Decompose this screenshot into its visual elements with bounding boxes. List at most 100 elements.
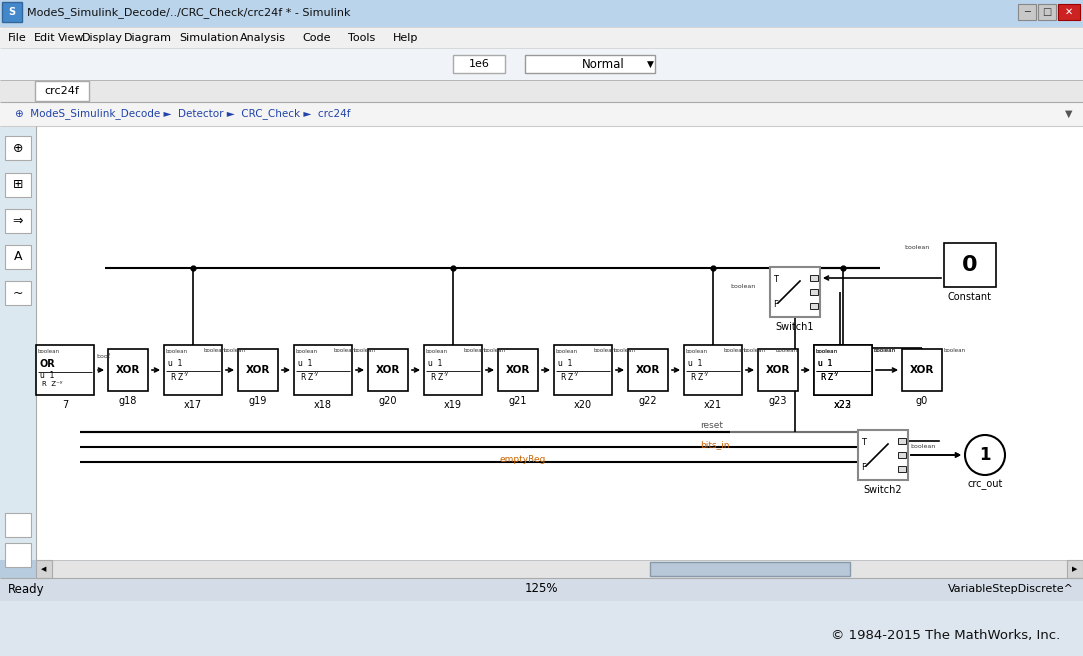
Bar bbox=[0, 0, 1083, 27]
Text: emptyReg: emptyReg bbox=[500, 455, 547, 464]
Text: ~: ~ bbox=[13, 287, 23, 300]
Bar bbox=[810, 303, 818, 309]
Bar bbox=[453, 55, 505, 73]
Text: u  1: u 1 bbox=[558, 359, 573, 369]
Text: Tools: Tools bbox=[348, 33, 375, 43]
Text: Z: Z bbox=[699, 373, 703, 382]
Text: g21: g21 bbox=[509, 396, 527, 406]
Text: boolean: boolean bbox=[38, 349, 61, 354]
Text: XOR: XOR bbox=[116, 365, 140, 375]
Text: Z: Z bbox=[178, 373, 183, 382]
Text: R: R bbox=[560, 373, 565, 382]
Bar bbox=[5, 209, 31, 233]
Text: -y: -y bbox=[574, 371, 579, 377]
Text: R  Z⁻ʸ: R Z⁻ʸ bbox=[42, 381, 63, 387]
Text: boolean: boolean bbox=[874, 348, 896, 353]
Text: ▶: ▶ bbox=[1072, 566, 1078, 572]
Bar bbox=[814, 345, 872, 395]
Text: T: T bbox=[861, 438, 866, 447]
Bar bbox=[898, 438, 906, 444]
Bar bbox=[36, 560, 1083, 578]
Bar bbox=[35, 81, 89, 101]
Text: F: F bbox=[773, 300, 778, 309]
Text: Simulation: Simulation bbox=[179, 33, 238, 43]
Text: x22: x22 bbox=[834, 400, 852, 410]
Text: x20: x20 bbox=[574, 400, 592, 410]
Text: boolean: boolean bbox=[426, 349, 448, 354]
Text: R: R bbox=[430, 373, 435, 382]
Text: boolean: boolean bbox=[464, 348, 485, 353]
Text: bits_in: bits_in bbox=[700, 440, 730, 449]
Text: 1: 1 bbox=[979, 446, 991, 464]
Text: □: □ bbox=[1042, 7, 1052, 17]
Text: T: T bbox=[773, 275, 778, 284]
Text: Diagram: Diagram bbox=[123, 33, 172, 43]
Text: booℓ: booℓ bbox=[96, 354, 110, 359]
Bar bbox=[293, 345, 352, 395]
Text: Switch1: Switch1 bbox=[775, 322, 814, 332]
Text: R: R bbox=[170, 373, 175, 382]
Bar bbox=[238, 349, 278, 391]
Text: F: F bbox=[861, 463, 866, 472]
Bar bbox=[650, 562, 850, 576]
Bar bbox=[0, 80, 1083, 102]
Bar bbox=[814, 345, 872, 395]
Bar bbox=[810, 289, 818, 295]
Text: g20: g20 bbox=[379, 396, 397, 406]
Text: u  1: u 1 bbox=[818, 359, 833, 369]
Text: Code: Code bbox=[302, 33, 330, 43]
Text: boolean: boolean bbox=[354, 348, 376, 353]
Text: boolean: boolean bbox=[723, 348, 745, 353]
Text: ✕: ✕ bbox=[1065, 7, 1073, 17]
Text: 0: 0 bbox=[962, 255, 978, 275]
Bar bbox=[0, 601, 1083, 656]
Text: u  1: u 1 bbox=[40, 371, 54, 380]
Bar bbox=[5, 245, 31, 269]
Text: boolean: boolean bbox=[910, 445, 936, 449]
Bar bbox=[1038, 4, 1056, 20]
Text: x17: x17 bbox=[184, 400, 203, 410]
Text: XOR: XOR bbox=[506, 365, 531, 375]
Text: boolean: boolean bbox=[944, 348, 966, 353]
Text: XOR: XOR bbox=[910, 365, 935, 375]
Bar bbox=[108, 349, 148, 391]
Text: OR: OR bbox=[40, 359, 55, 369]
Text: Constant: Constant bbox=[948, 292, 992, 302]
Bar bbox=[164, 345, 222, 395]
Text: Display: Display bbox=[82, 33, 123, 43]
Text: x21: x21 bbox=[704, 400, 722, 410]
Text: Switch2: Switch2 bbox=[863, 485, 902, 495]
Text: u  1: u 1 bbox=[688, 359, 703, 369]
Text: Analysis: Analysis bbox=[240, 33, 286, 43]
Text: XOR: XOR bbox=[766, 365, 791, 375]
Bar bbox=[5, 513, 31, 537]
Text: 7: 7 bbox=[62, 400, 68, 410]
Bar bbox=[0, 3, 1083, 11]
Text: © 1984-2015 The MathWorks, Inc.: © 1984-2015 The MathWorks, Inc. bbox=[831, 628, 1060, 642]
Text: Z: Z bbox=[567, 373, 573, 382]
Text: u  1: u 1 bbox=[818, 359, 833, 369]
Circle shape bbox=[965, 435, 1005, 475]
Bar bbox=[628, 349, 668, 391]
Text: Help: Help bbox=[393, 33, 418, 43]
Text: boolean: boolean bbox=[744, 348, 766, 353]
Text: reset: reset bbox=[700, 421, 723, 430]
Text: x19: x19 bbox=[444, 400, 462, 410]
Bar bbox=[1067, 560, 1083, 578]
Bar bbox=[5, 136, 31, 160]
Text: boolean: boolean bbox=[730, 285, 755, 289]
Text: -y: -y bbox=[834, 371, 839, 377]
Text: boolean: boolean bbox=[296, 349, 318, 354]
Text: VariableStepDiscrete^: VariableStepDiscrete^ bbox=[948, 584, 1074, 594]
Bar bbox=[525, 55, 655, 73]
Text: Z: Z bbox=[308, 373, 313, 382]
Bar bbox=[858, 430, 908, 480]
Text: ▼: ▼ bbox=[1065, 109, 1072, 119]
Bar bbox=[0, 10, 1083, 18]
Bar bbox=[1058, 4, 1080, 20]
Text: ⊞: ⊞ bbox=[13, 178, 23, 192]
Bar bbox=[1018, 4, 1036, 20]
Text: 125%: 125% bbox=[524, 583, 558, 596]
Text: R: R bbox=[820, 373, 825, 382]
Text: Edit: Edit bbox=[34, 33, 55, 43]
